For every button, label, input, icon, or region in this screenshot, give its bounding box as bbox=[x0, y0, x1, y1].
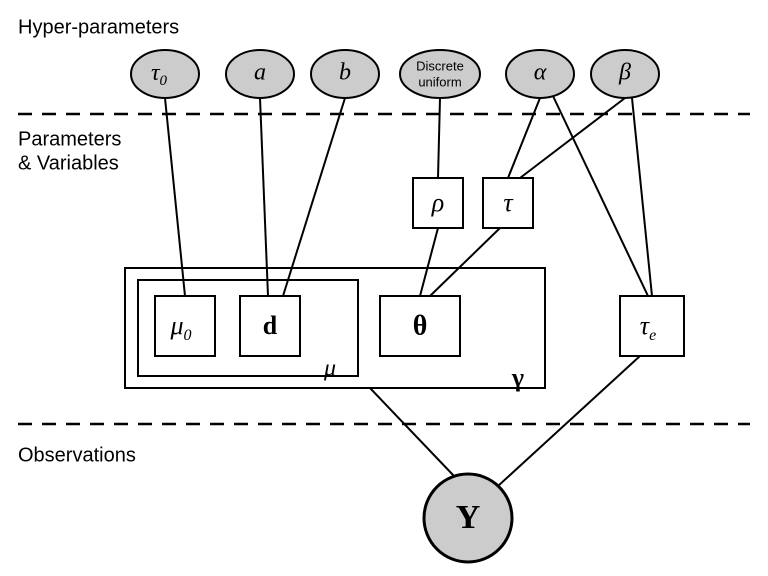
edge-7 bbox=[632, 98, 652, 296]
svg-text:d: d bbox=[263, 311, 278, 340]
section-label-hyper: Hyper-parameters bbox=[18, 16, 179, 38]
svg-text:α: α bbox=[534, 60, 547, 86]
section-label-obs: Observations bbox=[18, 444, 136, 466]
edge-3 bbox=[438, 98, 440, 178]
edge-2 bbox=[283, 98, 345, 296]
edge-1 bbox=[260, 98, 268, 296]
box-theta: θ bbox=[380, 296, 460, 356]
edge-10 bbox=[370, 388, 454, 476]
observation-y: Y bbox=[424, 474, 512, 562]
box-rho: ρ bbox=[413, 178, 463, 228]
box-d: d bbox=[240, 296, 300, 356]
svg-text:θ: θ bbox=[413, 310, 428, 341]
svg-text:μ: μ bbox=[323, 356, 336, 382]
section-label-params2: & Variables bbox=[18, 152, 119, 174]
svg-text:Discrete: Discrete bbox=[416, 58, 464, 73]
edge-6 bbox=[553, 96, 648, 296]
svg-text:b: b bbox=[339, 60, 351, 86]
svg-text:uniform: uniform bbox=[418, 74, 461, 89]
hyper-a: a bbox=[226, 50, 294, 98]
svg-text:γ: γ bbox=[511, 363, 524, 392]
hyper-beta: β bbox=[591, 50, 659, 98]
hyper-du: Discreteuniform bbox=[400, 50, 480, 98]
hyper-alpha: α bbox=[506, 50, 574, 98]
hyper-tau0: τ0 bbox=[131, 50, 199, 98]
svg-text:Y: Y bbox=[456, 499, 481, 536]
svg-text:ρ: ρ bbox=[431, 188, 444, 217]
edge-9 bbox=[430, 228, 500, 296]
section-label-params1: Parameters bbox=[18, 128, 121, 150]
box-taue: τe bbox=[620, 296, 684, 356]
edge-0 bbox=[165, 98, 185, 296]
box-mu0: μ0 bbox=[155, 296, 215, 356]
box-tau: τ bbox=[483, 178, 533, 228]
hyper-b: b bbox=[311, 50, 379, 98]
svg-text:a: a bbox=[254, 60, 266, 86]
edge-8 bbox=[420, 228, 438, 296]
svg-text:β: β bbox=[618, 60, 631, 86]
